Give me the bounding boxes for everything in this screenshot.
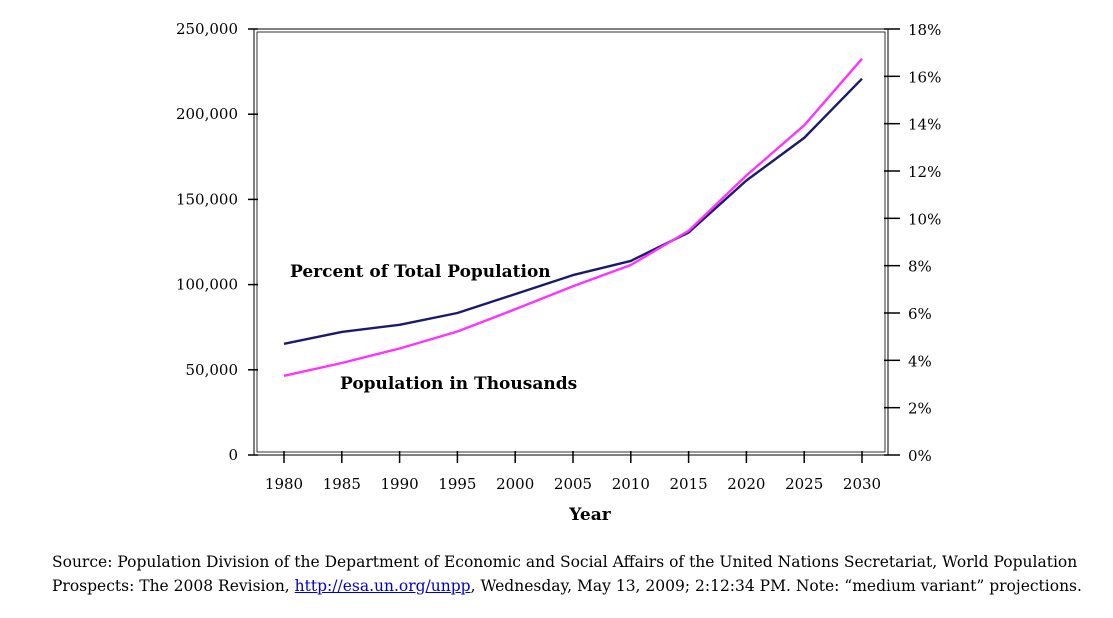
chart: 0 50,000 100,000 150,000 200,000 250,000 0% 2%… — [176, 20, 941, 525]
left-tick-label: 100,000 — [176, 276, 238, 294]
plot-border-inner — [256, 31, 886, 453]
source-note: Source: Population Division of the Depar… — [52, 550, 1092, 598]
right-tick-label: 4% — [908, 352, 932, 370]
left-tick-label: 200,000 — [176, 105, 238, 123]
right-tick-label: 10% — [908, 210, 941, 228]
right-tick-label: 6% — [908, 305, 932, 323]
plot-border-outer — [253, 28, 889, 456]
right-tick-label: 8% — [908, 258, 932, 276]
x-tick-label: 2000 — [496, 475, 534, 493]
left-tick-label: 250,000 — [176, 20, 238, 38]
x-tick-label: 2005 — [554, 475, 592, 493]
source-suffix: , Wednesday, May 13, 2009; 2:12:34 PM. N… — [470, 577, 1082, 595]
series-layer — [283, 58, 863, 377]
left-tick-label: 50,000 — [186, 361, 239, 379]
right-tick-label: 14% — [908, 116, 941, 134]
x-tick-label: 1985 — [323, 475, 361, 493]
x-tick-label: 2025 — [785, 475, 823, 493]
x-axis-ticks: 1980 1985 1990 1995 2000 2005 2010 2015 2020 2025… — [265, 451, 881, 493]
left-tick-label: 150,000 — [176, 190, 238, 208]
series-line-percent — [283, 77, 863, 345]
right-tick-label: 0% — [908, 447, 932, 465]
right-tick-label: 12% — [908, 163, 941, 181]
right-tick-label: 18% — [908, 21, 941, 39]
x-tick-label: 1980 — [265, 475, 303, 493]
right-tick-label: 16% — [908, 68, 941, 86]
right-tick-label: 2% — [908, 400, 932, 418]
plot-area-frame — [253, 28, 889, 456]
x-tick-label: 2020 — [727, 475, 765, 493]
right-axis-ticks: 0% 2% 4% 6% 8% 10% 12% 14% 16% 18% — [884, 21, 941, 465]
x-tick-label: 2030 — [843, 475, 881, 493]
x-tick-label: 1990 — [381, 475, 419, 493]
x-axis-title: Year — [568, 505, 611, 525]
left-axis-ticks: 0 50,000 100,000 150,000 200,000 250,000 — [176, 20, 258, 464]
series-label-population: Population in Thousands — [340, 374, 577, 394]
x-tick-label: 2015 — [670, 475, 708, 493]
left-tick-label: 0 — [228, 446, 238, 464]
source-link[interactable]: http://esa.un.org/unpp — [294, 577, 471, 595]
x-tick-label: 1995 — [438, 475, 476, 493]
source-prefix: Source: Population Division of the Depar… — [52, 553, 1078, 595]
series-label-percent: Percent of Total Population — [290, 262, 551, 282]
x-tick-label: 2010 — [612, 475, 650, 493]
